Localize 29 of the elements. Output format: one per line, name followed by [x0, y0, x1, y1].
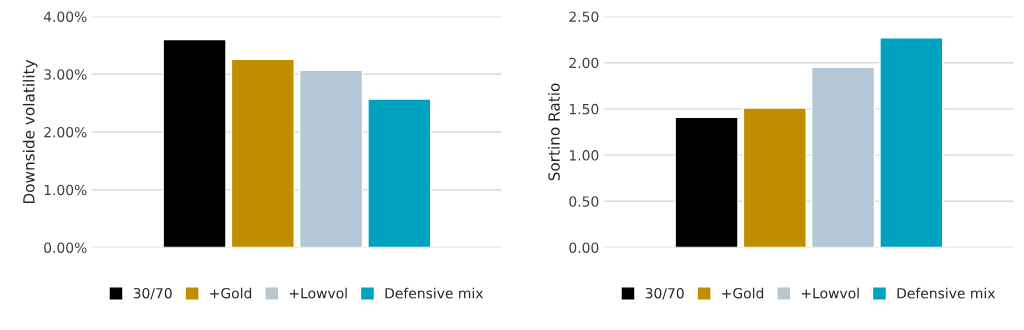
legend-label: +Lowvol — [289, 287, 347, 299]
y-tick-label: 1.00 — [569, 150, 599, 161]
legend-label: +Gold — [210, 287, 252, 299]
y-tick-label: 4.00% — [43, 11, 87, 22]
y-axis-title: Downside volatility — [22, 59, 38, 204]
bar — [879, 37, 944, 248]
bar — [298, 69, 364, 248]
y-tick-label: 1.50 — [569, 103, 599, 115]
y-tick-label: 1.00% — [44, 184, 87, 196]
legend-label: Defensive mix — [897, 287, 996, 299]
y-tick-label: 0.00 — [569, 242, 599, 253]
legend-label: 30/70 — [133, 287, 172, 300]
y-tick-label: 2.00 — [569, 57, 599, 69]
bar — [674, 116, 739, 248]
legend-label: +Gold — [722, 287, 764, 299]
legend-label: 30/70 — [645, 287, 684, 300]
legend-label: Defensive mix — [385, 287, 484, 299]
bar — [162, 38, 227, 248]
legend-label: +Lowvol — [801, 287, 859, 299]
y-tick-label: 0.50 — [569, 196, 599, 207]
y-tick-label: 2.50 — [569, 11, 599, 22]
bar — [230, 58, 295, 248]
y-tick-label: 3.00% — [44, 69, 87, 80]
y-tick-label: 0.00% — [44, 242, 87, 253]
bar — [810, 66, 876, 248]
y-tick-label: 2.00% — [44, 126, 87, 138]
y-axis-title: Sortino Ratio — [548, 83, 560, 181]
bar — [367, 98, 432, 248]
bar — [742, 107, 807, 248]
